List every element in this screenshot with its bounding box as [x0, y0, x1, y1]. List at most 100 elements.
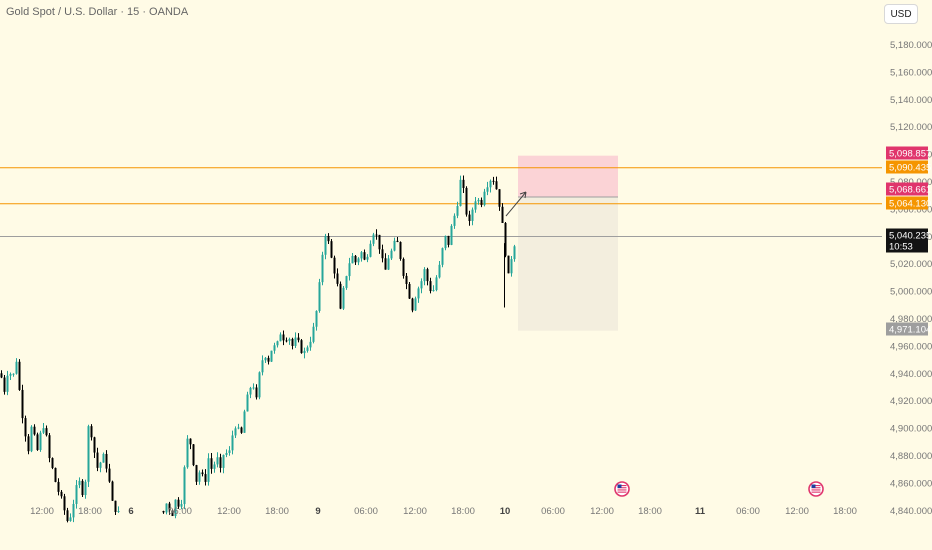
event-ring	[614, 481, 630, 497]
candle-body	[492, 180, 495, 182]
candle-body	[96, 452, 99, 468]
candle-body	[234, 428, 237, 436]
price-axis[interactable]: 5,180.0005,160.0005,140.0005,120.0005,10…	[890, 40, 932, 517]
candle-body	[39, 432, 42, 450]
candle-body	[6, 375, 9, 392]
y-tick-label: 5,020.000	[890, 259, 932, 270]
candle	[45, 425, 48, 437]
us-flag-event-icon[interactable]	[614, 481, 630, 497]
y-tick-label: 4,880.000	[890, 451, 932, 462]
candle-body	[375, 234, 378, 236]
candle	[393, 237, 396, 252]
candle-body	[414, 298, 417, 311]
candle	[48, 433, 51, 463]
candle	[336, 268, 339, 287]
y-tick-label: 5,060.000	[890, 204, 932, 215]
candle	[510, 255, 513, 277]
y-tick-label: 5,000.000	[890, 287, 932, 298]
price-tag-label: 5,064.130	[889, 199, 931, 210]
candle	[102, 452, 105, 463]
currency-button[interactable]: USD	[884, 4, 918, 24]
candle	[114, 500, 117, 515]
candle-body	[318, 282, 321, 311]
x-tick-label: 12:00	[785, 506, 809, 517]
candle-body	[390, 250, 393, 259]
candle	[54, 467, 57, 483]
candle	[174, 499, 177, 519]
candle-body	[258, 372, 261, 398]
candle-body	[192, 444, 195, 466]
candle	[87, 424, 90, 488]
candle	[312, 322, 315, 344]
candle-body	[63, 496, 66, 511]
candle	[405, 273, 408, 290]
us-flag-event-icon[interactable]	[808, 481, 824, 497]
candle	[324, 233, 327, 260]
flag-stripe	[617, 491, 627, 493]
candle	[12, 373, 15, 377]
candle-body	[339, 283, 342, 309]
candle	[327, 233, 330, 245]
y-tick-label: 4,860.000	[890, 478, 932, 489]
candle	[489, 179, 492, 193]
candle-body	[345, 276, 348, 288]
candle-body	[309, 341, 312, 348]
candle-body	[366, 256, 369, 260]
candle-body	[300, 340, 303, 354]
time-axis[interactable]: 12:00 18:00 6 06:00 12:00 18:00 9 06:00 12:00 18:…	[30, 506, 857, 517]
price-tags: 5,098.857 5,090.435 5,068.661 5,064.130 5,04…	[886, 146, 931, 336]
candle-body	[45, 428, 48, 436]
price-tag-bg	[886, 196, 928, 210]
candle-body	[225, 452, 228, 455]
candle	[267, 355, 270, 365]
candle	[375, 229, 378, 240]
candle	[351, 252, 354, 264]
candle-body	[255, 387, 258, 398]
candle	[9, 372, 12, 381]
candle-body	[453, 215, 456, 226]
candle	[450, 224, 453, 246]
candle-body	[354, 255, 357, 263]
candle-body	[174, 499, 177, 517]
candle-body	[81, 480, 84, 496]
candle	[207, 453, 210, 486]
y-tick-label: 4,960.000	[890, 341, 932, 352]
candle-body	[99, 462, 102, 468]
candle	[258, 371, 261, 400]
candle-body	[9, 374, 12, 376]
candle-body	[420, 281, 423, 289]
candle-body	[408, 283, 411, 299]
stop-loss-zone[interactable]	[518, 155, 618, 198]
candle	[225, 449, 228, 458]
candle	[426, 267, 429, 286]
candle	[318, 278, 321, 313]
candle	[399, 241, 402, 261]
candle-body	[336, 273, 339, 284]
candle-body	[387, 258, 390, 270]
candle	[315, 310, 318, 331]
candle	[255, 384, 258, 400]
candle-body	[228, 450, 231, 453]
candle	[231, 430, 234, 455]
candle-body	[213, 464, 216, 469]
candle	[18, 359, 21, 391]
candle-body	[459, 179, 462, 207]
price-tag: 5,064.130	[886, 196, 931, 210]
take-profit-zone[interactable]	[518, 197, 618, 331]
candle-body	[426, 269, 429, 282]
plot-area[interactable]	[0, 155, 882, 523]
candle-body	[198, 472, 201, 482]
flag-canton	[811, 484, 816, 488]
candle	[39, 430, 42, 452]
candle-body	[348, 263, 351, 277]
candle	[237, 423, 240, 430]
candle-body	[12, 373, 15, 375]
candle	[501, 203, 504, 224]
candle-body	[306, 347, 309, 351]
candle-body	[108, 468, 111, 482]
candle	[294, 332, 297, 349]
candle-body	[42, 428, 45, 433]
candle	[180, 499, 183, 510]
candle-body	[507, 255, 510, 274]
